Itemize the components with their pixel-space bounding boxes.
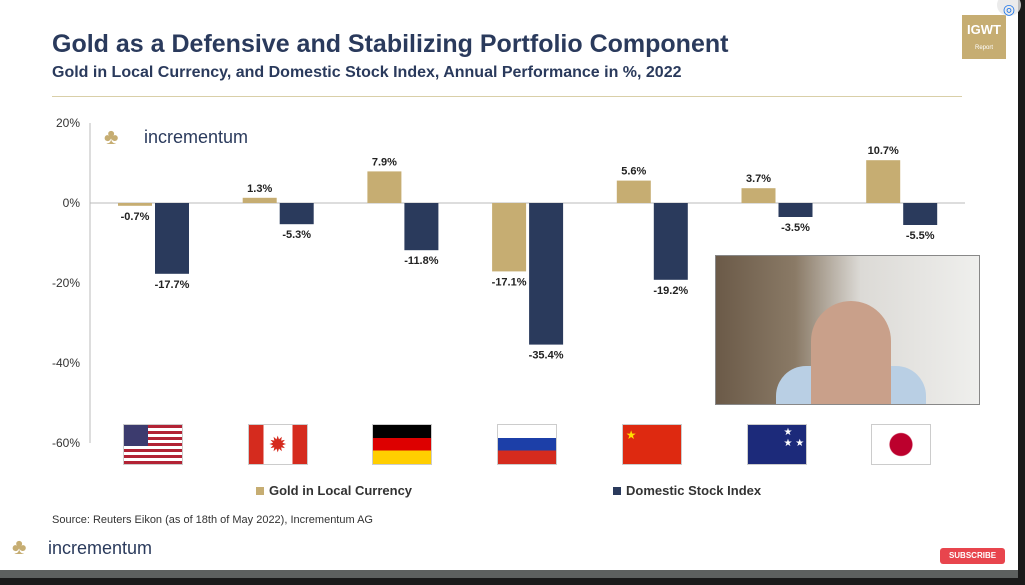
- igwt-badge: IGWT Report: [962, 15, 1006, 59]
- bar-gold: [492, 203, 527, 272]
- bar-stock: [653, 203, 688, 280]
- subscribe-button[interactable]: SUBSCRIBE: [940, 548, 1005, 564]
- data-label: 3.7%: [746, 173, 771, 185]
- bar-stock: [404, 203, 439, 251]
- bar-stock: [778, 203, 813, 217]
- player-bar: [0, 570, 1018, 578]
- china-flag-icon: ★: [621, 424, 682, 465]
- page-subtitle: Gold in Local Currency, and Domestic Sto…: [52, 64, 682, 81]
- data-label: -17.7%: [155, 279, 190, 291]
- bar-gold: [242, 197, 277, 203]
- bar-gold: [866, 160, 901, 203]
- y-tick-label: -60%: [52, 436, 80, 450]
- bar-gold: [367, 171, 402, 203]
- data-label: -5.3%: [282, 229, 311, 241]
- lens-icon[interactable]: ◎: [997, 0, 1021, 17]
- y-tick-label: 20%: [56, 116, 80, 130]
- webcam-video: [715, 255, 980, 405]
- tree-logo-icon: ♣: [104, 124, 119, 149]
- germany-flag-icon: [372, 424, 433, 465]
- bar-gold: [741, 188, 776, 203]
- tree-logo-icon: ♣: [12, 534, 27, 559]
- y-tick-label: -20%: [52, 276, 80, 290]
- data-label: -5.5%: [906, 230, 935, 242]
- bar-stock: [279, 203, 314, 225]
- australia-flag-icon: ★ ★ ★: [746, 424, 807, 465]
- bar-stock: [155, 203, 189, 274]
- russia-flag-icon: [497, 424, 558, 465]
- legend-stock: Domestic Stock Index: [613, 483, 761, 498]
- data-label: 5.6%: [621, 166, 646, 178]
- bar-stock: [529, 203, 564, 345]
- data-label: 7.9%: [372, 156, 397, 168]
- data-label: -35.4%: [529, 350, 564, 362]
- data-label: -19.2%: [653, 285, 688, 297]
- data-label: -3.5%: [781, 222, 810, 234]
- footer-brand: incrementum: [48, 538, 153, 558]
- us-flag-icon: [123, 424, 183, 465]
- japan-flag-icon: [871, 424, 932, 465]
- bar-gold: [118, 203, 152, 206]
- y-tick-label: 0%: [63, 196, 81, 210]
- data-label: -11.8%: [404, 255, 438, 267]
- legend-gold: Gold in Local Currency: [256, 483, 412, 498]
- divider: [52, 96, 962, 97]
- data-label: -0.7%: [121, 211, 150, 223]
- data-label: 10.7%: [868, 145, 899, 157]
- bar-chart: 20% 0% -20% -40% -60% -0.7% -17.7% 1.3% -5.3% 7.9…: [52, 116, 965, 450]
- page-title: Gold as a Defensive and Stabilizing Port…: [52, 30, 729, 58]
- source-note: Source: Reuters Eikon (as of 18th of May…: [52, 514, 373, 526]
- canada-flag-icon: ✹: [247, 424, 308, 465]
- bar-stock: [903, 203, 938, 225]
- slide: Gold as a Defensive and Stabilizing Port…: [0, 0, 1018, 570]
- chart-brand: incrementum: [144, 127, 249, 147]
- data-label: -17.1%: [492, 276, 527, 288]
- y-tick-label: -40%: [52, 356, 80, 370]
- data-label: 1.3%: [247, 183, 272, 195]
- bar-gold: [616, 180, 651, 203]
